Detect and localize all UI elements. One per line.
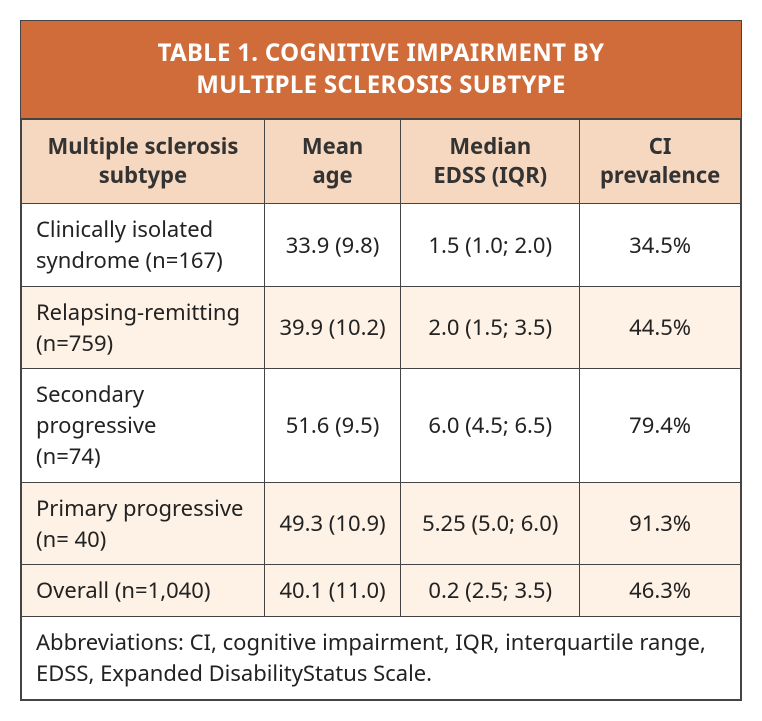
cell-edss: 1.5 (1.0; 2.0) [401,204,580,287]
cell-subtype-l2: (n=759) [36,328,113,358]
cell-mean_age: 49.3 (10.9) [264,482,400,565]
table-title-line2: MULTIPLE SCLEROSIS SUBTYPE [196,68,565,101]
col-header-edss-l2: EDSS (IQR) [433,160,547,190]
cell-subtype: Relapsing-remitting(n=759) [22,286,265,369]
cell-subtype-l1: Overall (n=1,040) [36,575,210,605]
cell-subtype: Secondary progressive(n=74) [22,369,265,482]
header-row: Multiple sclerosis subtype Mean age Medi… [22,119,741,203]
col-header-edss-l1: Median [449,131,531,161]
cell-ci: 46.3% [580,565,741,617]
col-header-ci-l1: CI [649,131,672,161]
cell-ci: 91.3% [580,482,741,565]
cell-mean_age: 33.9 (9.8) [264,204,400,287]
table-row: Clinically isolatedsyndrome (n=167)33.9 … [22,204,741,287]
cell-mean_age: 51.6 (9.5) [264,369,400,482]
cell-ci: 34.5% [580,204,741,287]
col-header-meanage: Mean age [264,119,400,203]
col-header-meanage-l2: age [312,160,352,190]
table-row: Primary progressive(n= 40)49.3 (10.9)5.2… [22,482,741,565]
cell-edss: 5.25 (5.0; 6.0) [401,482,580,565]
footnote-cell: Abbreviations: CI, cognitive impairment,… [22,617,741,700]
col-header-ci: CI prevalence [580,119,741,203]
table-row: Secondary progressive(n=74)51.6 (9.5)6.0… [22,369,741,482]
col-header-edss: Median EDSS (IQR) [401,119,580,203]
cell-edss: 0.2 (2.5; 3.5) [401,565,580,617]
cell-edss: 2.0 (1.5; 3.5) [401,286,580,369]
table-title-line1: TABLE 1. COGNITIVE IMPAIRMENT BY [158,36,605,69]
table-row: Overall (n=1,040) 40.1 (11.0)0.2 (2.5; 3.… [22,565,741,617]
cell-ci: 79.4% [580,369,741,482]
table-body: Clinically isolatedsyndrome (n=167)33.9 … [22,204,741,617]
col-header-meanage-l1: Mean [302,131,363,161]
cell-subtype: Primary progressive(n= 40) [22,482,265,565]
table-title: TABLE 1. COGNITIVE IMPAIRMENT BY MULTIPL… [21,21,741,119]
table-row: Relapsing-remitting(n=759)39.9 (10.2)2.0… [22,286,741,369]
cell-subtype-l2: (n= 40) [36,524,106,554]
cell-subtype: Clinically isolatedsyndrome (n=167) [22,204,265,287]
cell-mean_age: 40.1 (11.0) [264,565,400,617]
cell-ci: 44.5% [580,286,741,369]
col-header-subtype-l2: subtype [99,160,187,190]
cell-mean_age: 39.9 (10.2) [264,286,400,369]
col-header-subtype: Multiple sclerosis subtype [22,119,265,203]
footnote-row: Abbreviations: CI, cognitive impairment,… [22,617,741,700]
footnote-line1: Abbreviations: CI, cognitive impairment,… [36,627,706,657]
footnote-line2: EDSS, Expanded DisabilityStatus Scale. [36,658,432,688]
table-container: TABLE 1. COGNITIVE IMPAIRMENT BY MULTIPL… [20,20,742,701]
cell-subtype-l1: Secondary progressive [36,379,156,440]
cell-subtype-l1: Clinically isolated [36,214,213,244]
cell-subtype-l2: (n=74) [36,441,101,471]
cell-subtype: Overall (n=1,040) [22,565,265,617]
cell-subtype-l2: syndrome (n=167) [36,245,223,275]
col-header-subtype-l1: Multiple sclerosis [47,131,238,161]
cell-edss: 6.0 (4.5; 6.5) [401,369,580,482]
col-header-ci-l2: prevalence [600,160,720,190]
cell-subtype-l1: Primary progressive [36,493,243,523]
data-table: Multiple sclerosis subtype Mean age Medi… [21,119,741,700]
cell-subtype-l1: Relapsing-remitting [36,297,240,327]
